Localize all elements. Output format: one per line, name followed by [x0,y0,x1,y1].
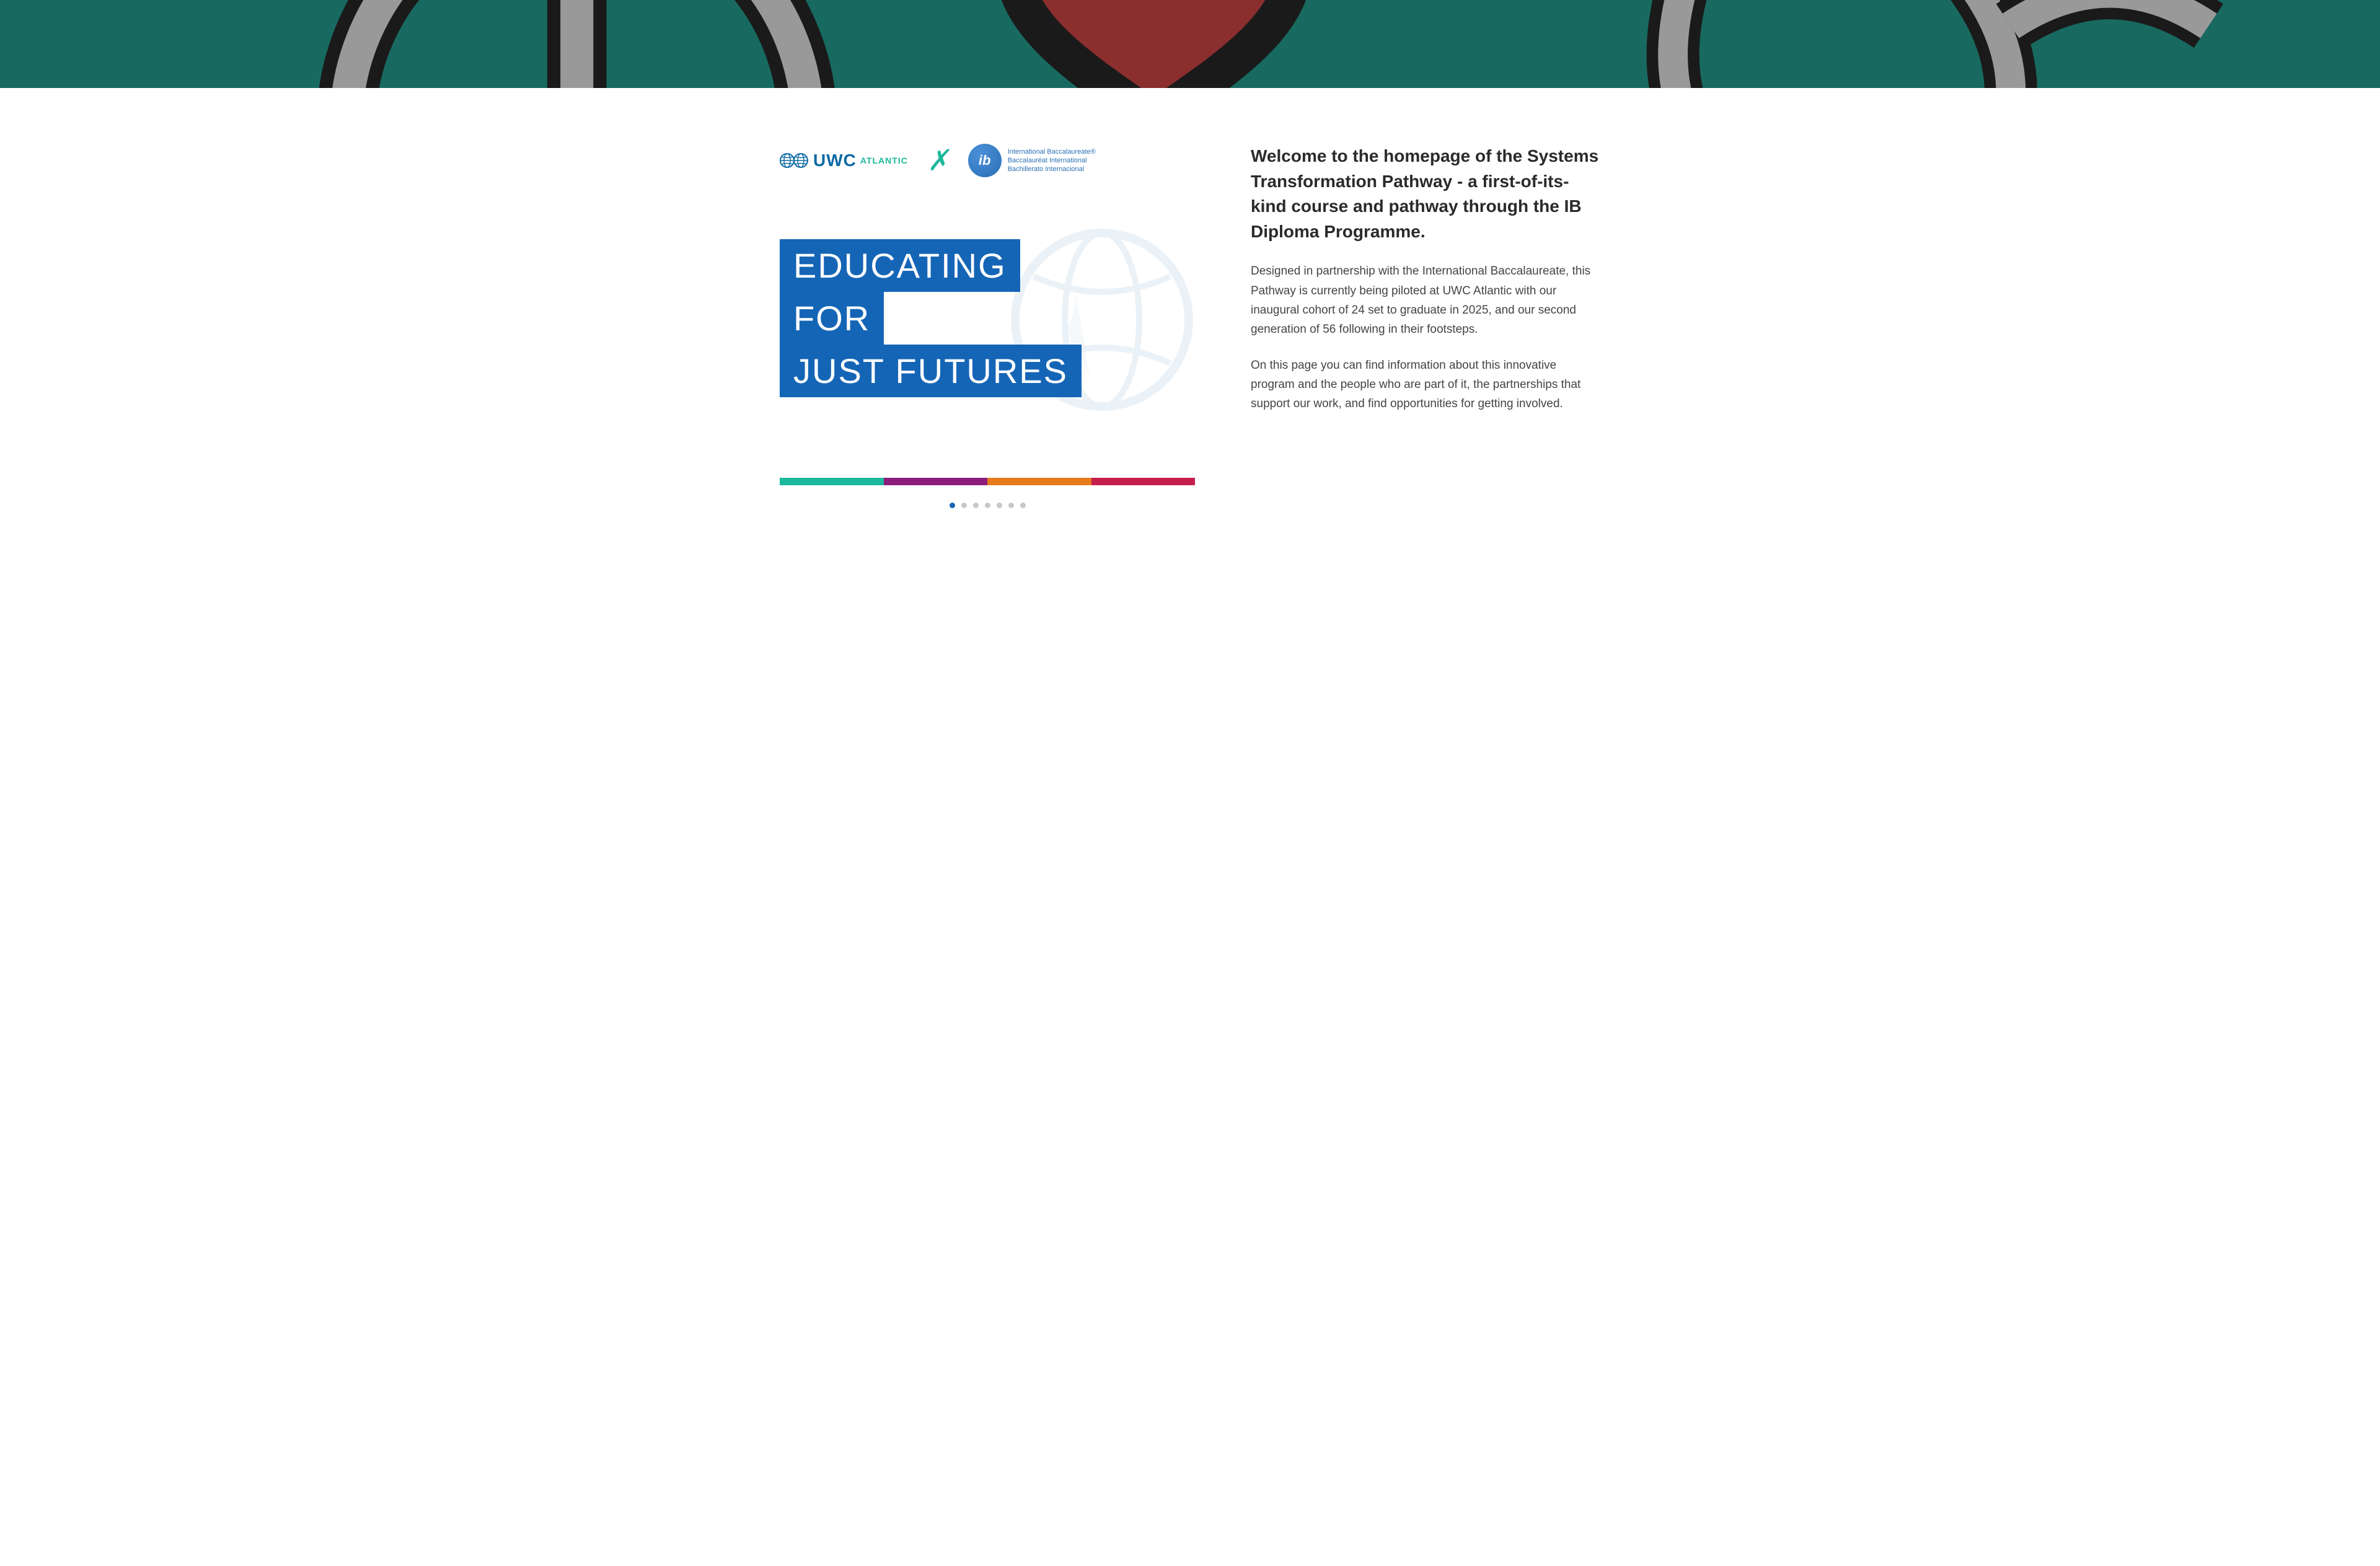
ib-line-1: International Baccalaureate® [1008,147,1096,156]
ib-circle-icon: ib [968,144,1002,177]
ib-logo: ib International Baccalaureate® Baccalau… [968,144,1096,177]
ib-wordmark: International Baccalaureate® Baccalauréa… [1008,147,1096,174]
carousel-dot-6[interactable] [1008,503,1014,508]
color-segment-3 [987,478,1091,485]
headline-block: EDUCATINGFORJUST FUTURES [780,239,1195,397]
logo-row: UWC ATLANTIC ✗ ib International Baccalau… [780,144,1195,177]
ib-line-3: Bachillerato Internacional [1008,165,1096,174]
carousel-dot-5[interactable] [997,503,1002,508]
color-segment-2 [884,478,988,485]
intro-heading: Welcome to the homepage of the Systems T… [1251,144,1600,244]
left-column: UWC ATLANTIC ✗ ib International Baccalau… [780,144,1195,508]
headline-line-1: EDUCATING [780,239,1020,292]
ib-line-2: Baccalauréat International [1008,156,1096,165]
carousel-dot-3[interactable] [973,503,979,508]
carousel-dot-2[interactable] [961,503,967,508]
color-bar [780,478,1195,485]
color-segment-1 [780,478,884,485]
uwc-globes-icon [780,151,809,170]
uwc-logo: UWC ATLANTIC [780,151,908,170]
collab-x-icon: ✗ [925,144,951,177]
uwc-subtext: ATLANTIC [860,156,908,165]
intro-paragraph-2: On this page you can find information ab… [1251,356,1600,414]
color-segment-4 [1091,478,1196,485]
right-column: Welcome to the homepage of the Systems T… [1251,144,1600,508]
main-content: UWC ATLANTIC ✗ ib International Baccalau… [743,88,1637,533]
headline-line-3: JUST FUTURES [780,345,1082,397]
carousel-dot-7[interactable] [1020,503,1026,508]
uwc-wordmark: UWC [813,151,857,170]
carousel-dot-1[interactable] [950,503,955,508]
intro-paragraph-1: Designed in partnership with the Interna… [1251,262,1600,339]
headline-line-2: FOR [780,292,884,345]
hero-banner [0,0,2380,88]
carousel-dots [780,503,1195,508]
carousel-dot-4[interactable] [985,503,990,508]
